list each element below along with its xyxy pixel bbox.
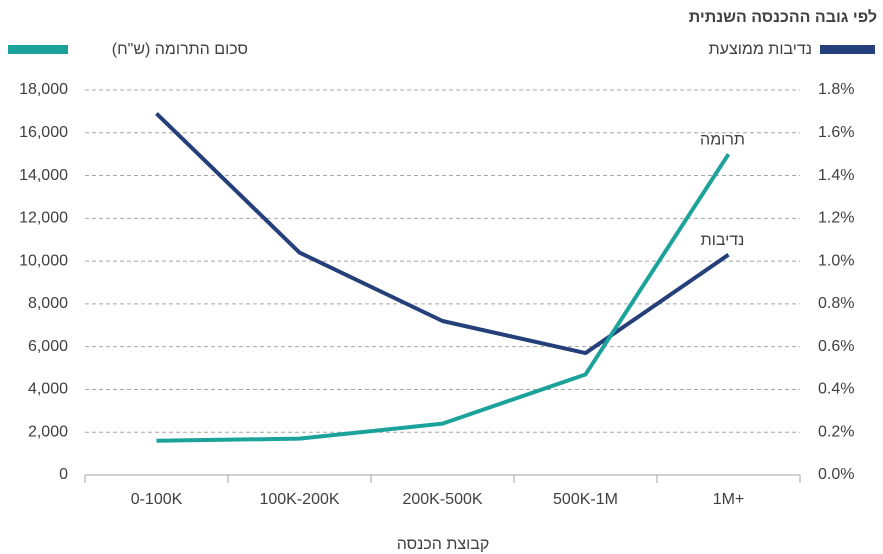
y-tick-label: 0 xyxy=(59,466,68,483)
y2-tick-label: 0.6% xyxy=(818,338,854,355)
legend-swatch xyxy=(820,45,875,54)
y-tick-label: 10,000 xyxy=(19,252,68,269)
x-tick-label: 100K-200K xyxy=(259,491,339,508)
y2-tick-label: 1.0% xyxy=(818,252,854,269)
annotation: נדיבות xyxy=(701,232,745,249)
y2-tick-label: 0.8% xyxy=(818,295,854,312)
y-tick-label: 18,000 xyxy=(19,81,68,98)
legend-label: נדיבות ממוצעת xyxy=(709,41,812,58)
y-tick-label: 4,000 xyxy=(28,381,68,398)
y-tick-label: 6,000 xyxy=(28,338,68,355)
y2-tick-label: 0.0% xyxy=(818,466,854,483)
annotation: תרומה xyxy=(700,131,745,148)
y2-tick-label: 1.4% xyxy=(818,167,854,184)
x-tick-label: 1M+ xyxy=(713,491,745,508)
x-tick-label: 500K-1M xyxy=(553,491,618,508)
y-tick-label: 16,000 xyxy=(19,124,68,141)
legend-swatch xyxy=(8,45,68,54)
legend-label: סכום התרומה (ש"ח) xyxy=(112,41,248,58)
x-tick-label: 0-100K xyxy=(131,491,183,508)
y2-tick-label: 1.6% xyxy=(818,124,854,141)
series-line xyxy=(156,153,731,443)
y-tick-label: 12,000 xyxy=(19,210,68,227)
x-axis-title: קבוצת הכנסה xyxy=(397,536,490,553)
y2-tick-label: 1.8% xyxy=(818,81,854,98)
y-tick-label: 2,000 xyxy=(28,423,68,440)
x-tick-label: 200K-500K xyxy=(402,491,482,508)
y-tick-label: 8,000 xyxy=(28,295,68,312)
y2-tick-label: 0.4% xyxy=(818,381,854,398)
chart-title: לפי גובה ההכנסה השנתית xyxy=(689,8,877,26)
y2-tick-label: 0.2% xyxy=(818,423,854,440)
y2-tick-label: 1.2% xyxy=(818,210,854,227)
y-tick-label: 14,000 xyxy=(19,167,68,184)
series-line xyxy=(155,112,730,356)
